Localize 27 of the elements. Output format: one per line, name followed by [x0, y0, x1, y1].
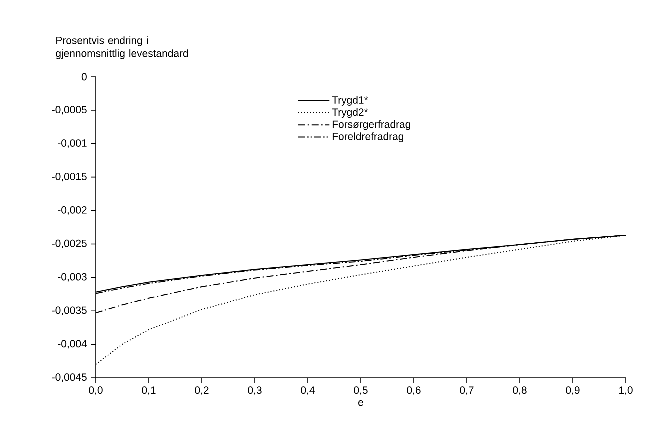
x-tick-label: 0,9	[566, 386, 580, 396]
y-tick-label: -0,0015	[52, 173, 87, 182]
y-tick-label: -0,0005	[52, 106, 87, 115]
legend-label: Foreldrefradrag	[332, 132, 404, 142]
y-tick-label: -0,001	[58, 140, 87, 148]
x-tick-label: 0,1	[142, 386, 156, 396]
y-tick-label: -0,0025	[52, 240, 87, 249]
x-tick-label: 0,8	[513, 386, 527, 396]
x-tick-label: 0,3	[248, 386, 262, 396]
y-tick-label: -0,0045	[52, 374, 87, 382]
y-tick-label: 0	[82, 73, 87, 81]
x-tick-label: 0,2	[195, 386, 209, 396]
y-tick-label: -0,002	[58, 206, 87, 216]
x-tick-label: 0,6	[407, 386, 421, 396]
x-tick-label: 0,7	[460, 386, 474, 396]
y-tick-label: -0,004	[58, 340, 88, 349]
legend-label: Trygd1*	[332, 96, 368, 106]
x-tick-label: 1,0	[620, 386, 633, 396]
y-axis-title: Prosentvis endring i gjennomsnittlig levestandard	[56, 36, 188, 60]
x-tick-label: 0,5	[354, 386, 368, 396]
y-tick-label: -0,003	[58, 273, 87, 282]
x-tick-label: 0,4	[301, 386, 315, 396]
x-axis-title: e	[358, 400, 364, 406]
x-tick-label: 0,0	[89, 386, 103, 396]
y-tick-label: -0,0035	[52, 306, 87, 316]
legend-label: Trygd2*	[332, 108, 368, 118]
legend-label: Forsørgerfradrag	[332, 120, 410, 130]
